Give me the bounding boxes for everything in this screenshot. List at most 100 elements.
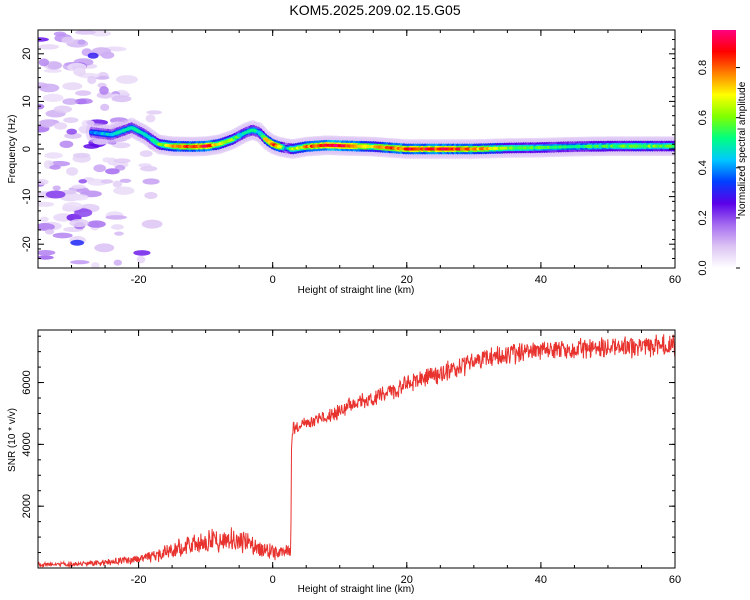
noise-blob bbox=[61, 36, 75, 44]
noise-blob bbox=[38, 255, 54, 260]
noise-blob bbox=[75, 90, 92, 96]
spectrogram-x-tick-label: 40 bbox=[535, 274, 547, 286]
colorbar-tick-label: 0.8 bbox=[697, 60, 709, 75]
noise-blob bbox=[100, 103, 110, 111]
noise-blob bbox=[66, 167, 79, 176]
noise-blob bbox=[38, 250, 56, 256]
noise-blob bbox=[73, 152, 91, 158]
noise-blob bbox=[38, 201, 55, 207]
noise-blob bbox=[52, 185, 61, 191]
noise-blob bbox=[38, 82, 49, 89]
noise-blob bbox=[53, 31, 67, 37]
spectrogram-y-tick-label: -20 bbox=[21, 236, 33, 252]
snr-y-tick-label: 4000 bbox=[21, 432, 33, 456]
noise-blob bbox=[139, 150, 153, 158]
snr-x-tick-label: -20 bbox=[131, 574, 147, 586]
noise-blob bbox=[111, 224, 124, 230]
noise-blob bbox=[62, 202, 83, 211]
snr-x-tick-label: 40 bbox=[535, 574, 547, 586]
noise-blob bbox=[116, 75, 138, 84]
spectrogram-x-axis-label: Height of straight line (km) bbox=[298, 285, 415, 296]
noise-blob bbox=[78, 179, 87, 184]
spectrogram-x-tick-label: 20 bbox=[401, 274, 413, 286]
snr-frame bbox=[37, 329, 676, 569]
noise-blob bbox=[38, 37, 49, 42]
noise-blob bbox=[76, 188, 90, 194]
noise-blob bbox=[112, 142, 131, 149]
noise-blob bbox=[62, 98, 79, 105]
noise-blob bbox=[114, 231, 124, 236]
noise-blob bbox=[146, 110, 162, 115]
snr-series-line bbox=[38, 334, 675, 568]
noise-blob bbox=[87, 52, 99, 59]
noise-blob bbox=[71, 184, 86, 189]
noise-blob bbox=[91, 262, 100, 268]
noise-blob bbox=[39, 119, 55, 128]
snr-x-tick-label: 60 bbox=[669, 574, 681, 586]
noise-blob bbox=[102, 157, 112, 163]
snr-x-axis-label: Height of straight line (km) bbox=[298, 584, 415, 595]
noise-blob bbox=[69, 194, 89, 201]
noise-blob bbox=[83, 143, 100, 149]
spectrogram-ticks: -20 0 20 40 60 -20 -10 0 10 20 bbox=[21, 29, 681, 286]
noise-blob bbox=[113, 186, 135, 195]
noise-blob bbox=[66, 128, 77, 135]
noise-blob bbox=[64, 132, 82, 139]
noise-blob bbox=[119, 178, 132, 183]
colorbar-tick-label: 0.6 bbox=[697, 110, 709, 125]
noise-blob bbox=[43, 68, 63, 73]
spectrogram-image bbox=[38, 30, 675, 268]
noise-blob bbox=[70, 239, 85, 246]
colorbar: 0.0 0.2 0.4 0.6 0.8 Normalized spectral ampl… bbox=[697, 30, 748, 276]
noise-blob bbox=[38, 179, 49, 185]
noise-blob bbox=[140, 165, 158, 172]
spectrogram-x-tick-label: 0 bbox=[270, 274, 276, 286]
noise-blob bbox=[113, 158, 131, 164]
spectrogram-y-tick-label: 0 bbox=[21, 146, 33, 152]
snr-y-tick-label: 2000 bbox=[21, 494, 33, 518]
spectrogram-y-tick-label: -10 bbox=[21, 189, 33, 205]
noise-blob bbox=[87, 75, 97, 85]
noise-blob bbox=[63, 117, 79, 123]
noise-blob bbox=[74, 208, 93, 218]
noise-blob bbox=[107, 46, 127, 52]
noise-blob bbox=[136, 255, 146, 264]
noise-blob bbox=[59, 140, 74, 148]
spectrogram-x-tick-label: -20 bbox=[131, 274, 147, 286]
noise-blob bbox=[38, 223, 55, 231]
noise-blob bbox=[69, 219, 89, 227]
noise-blob bbox=[38, 103, 45, 110]
noise-blob bbox=[105, 215, 127, 220]
noise-blob bbox=[94, 243, 115, 253]
snr-x-tick-label: 0 bbox=[270, 574, 276, 586]
noise-blob bbox=[47, 61, 62, 70]
noise-blob bbox=[105, 168, 120, 175]
noise-blob bbox=[113, 259, 123, 266]
noise-blob bbox=[53, 105, 73, 113]
ridge-cell bbox=[260, 134, 266, 138]
snr-panel: -20 0 20 40 60 2000 4000 6000 Height of straigh… bbox=[7, 329, 681, 595]
noise-blob bbox=[75, 30, 96, 35]
noise-blob bbox=[145, 114, 156, 123]
noise-blob bbox=[93, 164, 106, 173]
noise-blob bbox=[87, 220, 106, 228]
noise-blob bbox=[112, 180, 123, 188]
noise-blob bbox=[44, 152, 63, 159]
colorbar-ticks: 0.0 0.2 0.4 0.6 0.8 bbox=[697, 60, 740, 276]
noise-blob bbox=[42, 93, 64, 102]
snr-y-tick-label: 6000 bbox=[21, 370, 33, 394]
colorbar-gradient bbox=[712, 30, 736, 268]
colorbar-tick-label: 0.0 bbox=[697, 260, 709, 275]
noise-blob bbox=[133, 250, 151, 256]
noise-blob bbox=[141, 219, 163, 229]
noise-blob bbox=[144, 192, 158, 199]
spectrogram-y-axis-label: Frequency (Hz) bbox=[7, 115, 18, 184]
noise-blob bbox=[100, 179, 114, 184]
snr-x-tick-label: 20 bbox=[401, 574, 413, 586]
noise-blob bbox=[99, 86, 109, 95]
noise-blob bbox=[62, 82, 83, 91]
noise-blob bbox=[45, 190, 66, 199]
noise-blob bbox=[53, 122, 68, 130]
noise-blob bbox=[40, 216, 49, 222]
